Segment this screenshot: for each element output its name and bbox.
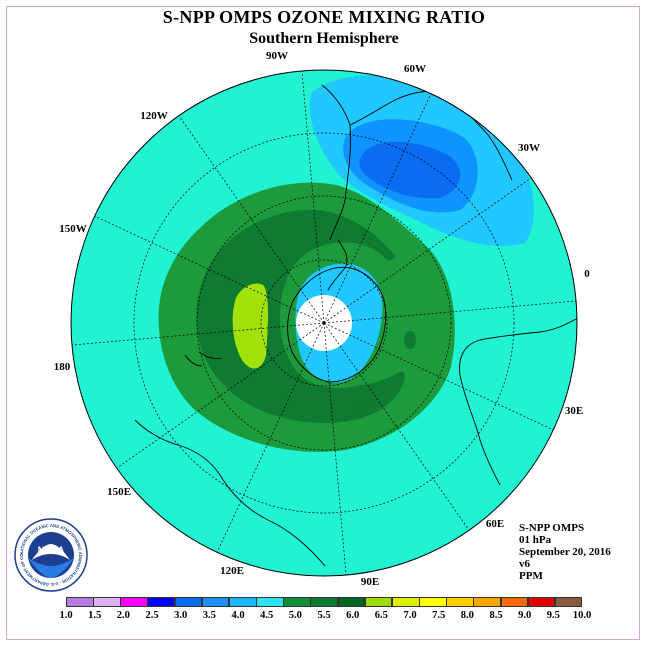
latitude-circle-60s xyxy=(260,259,388,387)
colorbar-swatch xyxy=(419,597,447,607)
page-frame xyxy=(6,6,640,640)
colorbar-swatch xyxy=(147,597,176,607)
meridian-line xyxy=(323,322,348,576)
colorbar-tick-label: 5.5 xyxy=(317,610,331,621)
colorbar-swatch xyxy=(256,597,284,607)
colorbar-swatch xyxy=(473,597,502,607)
ozone-region-3.0-3.5 xyxy=(359,141,461,199)
meridian-line xyxy=(110,322,325,473)
lon-label-60e: 60E xyxy=(485,518,505,530)
colorbar-swatch xyxy=(66,597,94,607)
colorbar-tick-label: 4.5 xyxy=(260,610,274,621)
lon-label-0: 0 xyxy=(584,268,590,280)
africa-coast xyxy=(459,317,577,486)
ozone-patch xyxy=(357,404,371,410)
lon-label-180: 180 xyxy=(53,361,71,373)
colorbar-swatch xyxy=(174,597,203,607)
graticule xyxy=(71,70,577,576)
lon-label-30w: 30W xyxy=(518,142,540,154)
meridian-line xyxy=(174,109,325,324)
colorbar-tick-label: 2.5 xyxy=(145,610,159,621)
lon-label-90e: 90E xyxy=(360,576,380,588)
latitude-circle-40s xyxy=(196,195,452,451)
meridian-line xyxy=(323,322,474,537)
meridian-line xyxy=(323,322,560,434)
meridian-line xyxy=(88,212,325,324)
colorbar-swatch xyxy=(391,597,420,607)
noaa-logo-text: NOAA xyxy=(38,545,65,555)
map-boundary-circle xyxy=(70,69,578,577)
colorbar-swatch xyxy=(337,597,366,607)
colorbar-tick-label: 5.0 xyxy=(288,610,302,621)
colorbar-swatch xyxy=(120,597,148,607)
colorbar-swatch xyxy=(93,597,121,607)
meridian-line xyxy=(323,87,435,324)
colorbar-swatch xyxy=(228,597,257,607)
meridian-line xyxy=(323,173,538,324)
meridian-line xyxy=(213,322,325,559)
latitude-circle-20s xyxy=(133,132,515,514)
colorbar-tick-label: 6.5 xyxy=(374,610,388,621)
ozone-patch xyxy=(404,331,416,349)
colorbar-tick-label: 4.0 xyxy=(231,610,245,621)
info-instrument: S-NPP OMPS xyxy=(519,522,585,534)
colorbar xyxy=(66,597,583,607)
product-info: S-NPP OMPS 01 hPa September 20, 2016 v6 … xyxy=(519,522,611,582)
colorbar-tick-label: 7.0 xyxy=(403,610,417,621)
page-subtitle: Southern Hemisphere xyxy=(249,30,399,47)
page-title: S-NPP OMPS OZONE MIXING RATIO xyxy=(162,7,486,27)
lon-label-120e: 120E xyxy=(220,565,244,577)
info-date: September 20, 2016 xyxy=(519,546,611,558)
colorbar-swatch xyxy=(527,597,556,607)
colorbar-swatch xyxy=(446,597,474,607)
colorbar-tick-label: 9.5 xyxy=(546,610,560,621)
colorbar-swatch xyxy=(364,597,393,607)
colorbar-tick-label: 6.0 xyxy=(346,610,360,621)
colorbar-tick-label: 3.5 xyxy=(202,610,216,621)
colorbar-tick-label: 2.0 xyxy=(116,610,130,621)
noaa-logo: NATIONAL OCEANIC AND ATMOSPHERIC ADMINIS… xyxy=(14,518,88,592)
colorbar-swatch xyxy=(554,597,583,607)
ozone-ring-5.5-6.0 xyxy=(196,209,405,423)
colorbar-tick-label: 7.5 xyxy=(432,610,446,621)
colorbar-tick-label: 8.5 xyxy=(489,610,503,621)
colorbar-swatch xyxy=(283,597,311,607)
colorbar-tick-label: 3.0 xyxy=(174,610,188,621)
ozone-field xyxy=(71,70,577,576)
meridians xyxy=(71,70,577,576)
ozone-maximum-6.0-6.5 xyxy=(232,283,268,369)
meridian-line xyxy=(323,299,577,324)
colorbar-tick-label: 1.5 xyxy=(88,610,102,621)
lon-label-90w: 90W xyxy=(266,50,288,62)
south-pole-marker xyxy=(322,321,326,325)
australia-coast xyxy=(134,419,326,567)
info-level: 01 hPa xyxy=(519,534,552,546)
meridian-line xyxy=(71,322,325,347)
colorbar-swatch xyxy=(310,597,339,607)
lon-label-60w: 60W xyxy=(404,63,426,75)
info-version: v6 xyxy=(519,558,530,570)
info-units: PPM xyxy=(519,570,543,582)
lon-label-150e: 150E xyxy=(107,486,131,498)
colorbar-swatch xyxy=(500,597,529,607)
colorbar-swatch xyxy=(201,597,230,607)
colorbar-tick-label: 8.0 xyxy=(460,610,474,621)
lon-label-150w: 150W xyxy=(59,223,87,235)
antarctic-peninsula-coast xyxy=(327,239,348,291)
colorbar-tick-label: 10.0 xyxy=(572,610,592,621)
colorbar-tick-label: 9.0 xyxy=(518,610,532,621)
lon-label-120w: 120W xyxy=(140,110,168,122)
meridian-line xyxy=(300,70,325,324)
lon-label-30e: 30E xyxy=(564,405,584,417)
colorbar-tick-label: 1.0 xyxy=(59,610,73,621)
